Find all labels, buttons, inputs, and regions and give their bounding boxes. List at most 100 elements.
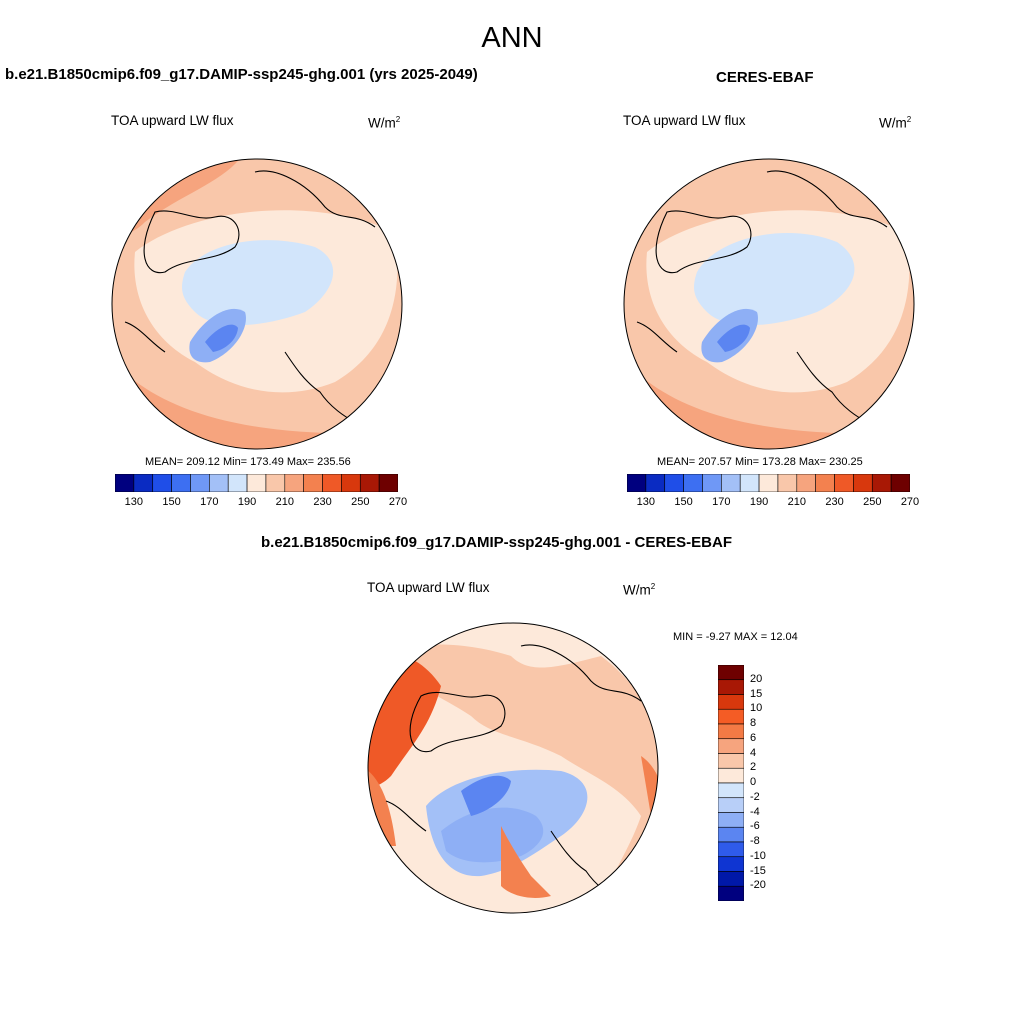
colorbar-swatch <box>227 474 248 492</box>
panel3-colorbar-ticks: 20 15 10 8 6 4 2 0 -2 -4 -6 -8 -10 -15 -20 <box>750 665 790 901</box>
colorbar-swatch <box>718 753 744 769</box>
colorbar-swatch <box>718 885 744 901</box>
colorbar-swatch <box>265 474 286 492</box>
panel2-units: W/m2 <box>879 115 912 131</box>
colorbar-tick-label: 270 <box>900 496 920 508</box>
colorbar-swatch <box>284 474 304 492</box>
colorbar-tick-label: -10 <box>750 849 766 862</box>
colorbar-swatch <box>359 474 380 492</box>
panel1-variable: TOA upward LW flux <box>111 113 234 128</box>
colorbar-swatch <box>718 812 744 828</box>
panel1-coastlines <box>124 170 376 423</box>
colorbar-swatch <box>718 694 744 710</box>
panel3-field-blue <box>441 807 544 863</box>
colorbar-swatch <box>115 474 135 492</box>
colorbar-tick-label: 0 <box>750 776 757 788</box>
colorbar-swatch <box>246 474 267 492</box>
panel2-field-greenland-core <box>717 324 750 352</box>
colorbar-swatch <box>718 782 744 799</box>
colorbar-tick-label: 190 <box>237 496 257 508</box>
panel2-field-lightblue <box>694 233 855 326</box>
colorbar-tick-label: 270 <box>388 496 408 508</box>
panel2-colorbar <box>627 474 910 492</box>
colorbar-tick-label: -15 <box>750 864 766 877</box>
colorbar-tick-label: 230 <box>313 496 332 508</box>
colorbar-swatch <box>171 474 191 492</box>
panel3-field-deepblue <box>461 775 511 816</box>
colorbar-swatch <box>871 474 892 492</box>
colorbar-swatch <box>664 474 684 492</box>
panel3-coastlines <box>385 644 642 902</box>
colorbar-swatch <box>718 856 744 872</box>
panel2-colorbar-ticks: 130 150 170 190 210 230 250 270 <box>627 496 920 510</box>
panel2-polar-map <box>623 158 915 450</box>
colorbar-swatch <box>303 474 323 492</box>
colorbar-tick-label: 4 <box>750 746 757 759</box>
colorbar-swatch <box>627 474 647 492</box>
panel2-coastlines <box>636 170 888 423</box>
colorbar-tick-label: 8 <box>750 717 757 729</box>
panel1-field-greenland-core <box>205 324 238 352</box>
colorbar-tick-label: 250 <box>863 496 882 508</box>
panel1-units: W/m2 <box>368 115 401 131</box>
colorbar-tick-label: 230 <box>825 496 844 508</box>
colorbar-tick-label: 210 <box>275 496 294 508</box>
colorbar-swatch <box>645 474 666 492</box>
panel3-colorbar <box>718 665 744 901</box>
panel1-title: b.e21.B1850cmip6.f09_g17.DAMIP-ssp245-gh… <box>5 66 478 83</box>
panel3-title: b.e21.B1850cmip6.f09_g17.DAMIP-ssp245-gh… <box>261 534 732 551</box>
colorbar-swatch <box>718 723 744 740</box>
panel1-field-lightblue <box>182 240 334 326</box>
colorbar-tick-label: 130 <box>124 496 144 508</box>
colorbar-swatch <box>777 474 798 492</box>
colorbar-tick-label: -4 <box>750 805 760 818</box>
panel3-units: W/m2 <box>623 582 656 598</box>
colorbar-swatch <box>853 474 873 492</box>
colorbar-tick-label: 130 <box>636 496 656 508</box>
colorbar-swatch <box>341 474 361 492</box>
colorbar-swatch <box>718 738 744 754</box>
panel2-stats: MEAN= 207.57 Min= 173.28 Max= 230.25 <box>657 456 863 468</box>
colorbar-swatch <box>718 665 744 681</box>
colorbar-swatch <box>702 474 722 492</box>
panel3-field-peach <box>381 644 658 913</box>
colorbar-swatch <box>152 474 172 492</box>
colorbar-tick-label: 210 <box>787 496 806 508</box>
colorbar-swatch <box>683 474 703 492</box>
colorbar-swatch <box>758 474 779 492</box>
colorbar-tick-label: 15 <box>750 687 763 700</box>
panel3-variable: TOA upward LW flux <box>367 580 490 595</box>
panel1-colorbar-ticks: 130 150 170 190 210 230 250 270 <box>115 496 408 510</box>
panel1-polar-map <box>111 158 403 450</box>
colorbar-tick-label: -6 <box>750 820 760 833</box>
colorbar-tick-label: 2 <box>750 761 757 774</box>
colorbar-tick-label: -8 <box>750 835 760 847</box>
colorbar-tick-label: 150 <box>162 496 181 508</box>
colorbar-tick-label: 250 <box>351 496 370 508</box>
colorbar-tick-label: 20 <box>750 672 763 685</box>
colorbar-swatch <box>890 474 910 492</box>
colorbar-tick-label: 170 <box>200 496 219 508</box>
colorbar-swatch <box>718 708 744 725</box>
colorbar-tick-label: 6 <box>750 731 757 744</box>
colorbar-swatch <box>718 826 744 843</box>
panel2-variable: TOA upward LW flux <box>623 113 746 128</box>
colorbar-swatch <box>834 474 854 492</box>
colorbar-swatch <box>322 474 342 492</box>
colorbar-swatch <box>718 679 744 695</box>
colorbar-swatch <box>209 474 229 492</box>
panel1-stats: MEAN= 209.12 Min= 173.49 Max= 235.56 <box>145 456 351 468</box>
colorbar-tick-label: -2 <box>750 790 760 803</box>
colorbar-tick-label: -20 <box>750 879 766 892</box>
colorbar-swatch <box>378 474 398 492</box>
colorbar-tick-label: 150 <box>674 496 693 508</box>
panel3-field-orange <box>368 756 658 846</box>
colorbar-swatch <box>718 767 744 784</box>
panel3-polar-map <box>367 622 659 914</box>
colorbar-swatch <box>718 841 744 858</box>
colorbar-swatch <box>190 474 210 492</box>
colorbar-swatch <box>796 474 816 492</box>
colorbar-swatch <box>721 474 741 492</box>
colorbar-tick-label: 190 <box>749 496 769 508</box>
colorbar-tick-label: 170 <box>712 496 731 508</box>
